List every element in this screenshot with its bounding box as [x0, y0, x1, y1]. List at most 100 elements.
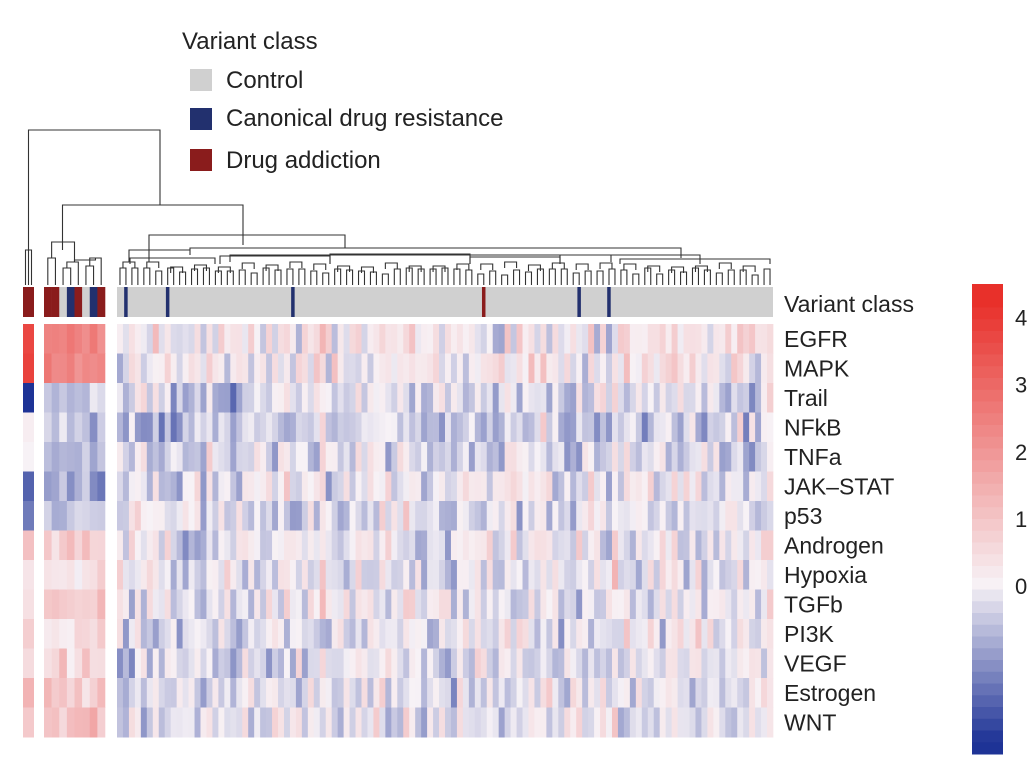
- heatmap-cell: [325, 560, 333, 590]
- heatmap-cell: [134, 353, 142, 384]
- annotation-cell-resistance: [291, 287, 295, 317]
- heatmap-cell: [164, 589, 172, 620]
- heatmap-cell: [629, 383, 637, 413]
- heatmap-cell: [331, 353, 339, 384]
- heatmap-cell: [528, 412, 535, 443]
- heatmap-cell: [313, 589, 321, 620]
- heatmap-cell: [641, 707, 649, 738]
- heatmap-cell: [224, 707, 231, 738]
- dendrogram-branch: [453, 268, 461, 285]
- heatmap-cell: [665, 589, 672, 620]
- heatmap-cell: [319, 471, 327, 502]
- dendrogram-branch: [131, 267, 139, 285]
- heatmap-cell: [212, 530, 219, 561]
- heatmap-cell: [51, 471, 60, 502]
- heatmap-cell: [248, 560, 255, 590]
- heatmap-cell: [325, 589, 333, 620]
- heatmap-cell: [456, 442, 464, 472]
- heatmap-cell: [337, 560, 344, 590]
- heatmap-cell: [59, 619, 68, 649]
- heatmap-cell: [713, 442, 720, 472]
- heatmap-cell: [594, 442, 601, 472]
- dendrogram-branch: [560, 268, 568, 285]
- row-labels: EGFRMAPKTrailNFkBTNFaJAK–STATp53Androgen…: [784, 326, 894, 736]
- heatmap-cell: [23, 442, 34, 472]
- heatmap-cell: [576, 678, 583, 708]
- colorbar-step: [972, 519, 1003, 532]
- heatmap-cell: [450, 471, 458, 502]
- heatmap-cell: [349, 383, 356, 413]
- heatmap-cell: [367, 678, 374, 708]
- heatmap-cell: [301, 560, 309, 590]
- heatmap-cell: [433, 707, 440, 738]
- heatmap-cell: [450, 619, 458, 649]
- heatmap-cell: [433, 353, 440, 384]
- heatmap-cell: [301, 530, 309, 561]
- heatmap-cell: [319, 383, 327, 413]
- heatmap-cell: [606, 324, 613, 354]
- heatmap-cell: [349, 648, 356, 679]
- heatmap-cell: [260, 560, 267, 590]
- heatmap-cell: [254, 589, 261, 620]
- heatmap-cell: [325, 707, 333, 738]
- heatmap-cell: [182, 589, 189, 620]
- heatmap-cell: [671, 619, 678, 649]
- heatmap-cell: [767, 412, 774, 443]
- heatmap-cell: [188, 530, 195, 561]
- legend-title: Variant class: [182, 28, 318, 55]
- heatmap-cell: [540, 412, 547, 443]
- heatmap-cell: [683, 678, 690, 708]
- heatmap-cell: [89, 678, 98, 708]
- heatmap-cell: [713, 530, 720, 561]
- heatmap-cell: [301, 412, 309, 443]
- heatmap-cell: [224, 619, 231, 649]
- heatmap-cell: [337, 324, 344, 354]
- heatmap-cell: [23, 619, 34, 649]
- dendrogram-branch: [62, 267, 72, 285]
- heatmap-cell: [367, 530, 374, 561]
- heatmap-cell: [480, 501, 488, 531]
- heatmap-cell: [212, 442, 219, 472]
- heatmap-cell: [659, 501, 667, 531]
- heatmap-cell: [331, 324, 339, 354]
- heatmap-cell: [629, 707, 637, 738]
- heatmap-cell: [725, 353, 732, 384]
- heatmap-cell: [289, 589, 297, 620]
- heatmap-cell: [146, 678, 154, 708]
- heatmap-cell: [731, 442, 738, 472]
- annotation-cell: [66, 287, 75, 317]
- heatmap-cell: [367, 589, 374, 620]
- heatmap-cell: [194, 530, 201, 561]
- heatmap-cell: [254, 442, 261, 472]
- heatmap-cell: [743, 530, 750, 561]
- heatmap-cell: [170, 383, 177, 413]
- heatmap-cell: [516, 530, 523, 561]
- heatmap-cell: [295, 501, 303, 531]
- heatmap-cell: [218, 678, 225, 708]
- heatmap-cell: [337, 648, 344, 679]
- heatmap-cell: [266, 589, 273, 620]
- heatmap-cell: [331, 589, 339, 620]
- heatmap-cell: [128, 589, 136, 620]
- heatmap-cell: [391, 383, 398, 413]
- heatmap-cell: [427, 707, 434, 738]
- heatmap-cell: [695, 589, 702, 620]
- heatmap-cell: [283, 442, 291, 472]
- heatmap-cell: [140, 324, 148, 354]
- heatmap-cell: [427, 412, 434, 443]
- heatmap-cell: [486, 619, 494, 649]
- heatmap-cell: [146, 501, 154, 531]
- heatmap-cell: [361, 589, 368, 620]
- heatmap-cell: [653, 560, 661, 590]
- dendrogram-branch: [250, 272, 258, 285]
- heatmap-cell: [671, 383, 678, 413]
- dendrogram-branch: [572, 272, 580, 285]
- heatmap-cell: [629, 530, 637, 561]
- heatmap-cell: [182, 471, 189, 502]
- heatmap-cell: [755, 501, 762, 531]
- heatmap-cell: [355, 471, 362, 502]
- heatmap-cell: [665, 412, 672, 443]
- heatmap-cell: [355, 678, 362, 708]
- heatmap-cell: [689, 324, 696, 354]
- heatmap-cell: [600, 648, 607, 679]
